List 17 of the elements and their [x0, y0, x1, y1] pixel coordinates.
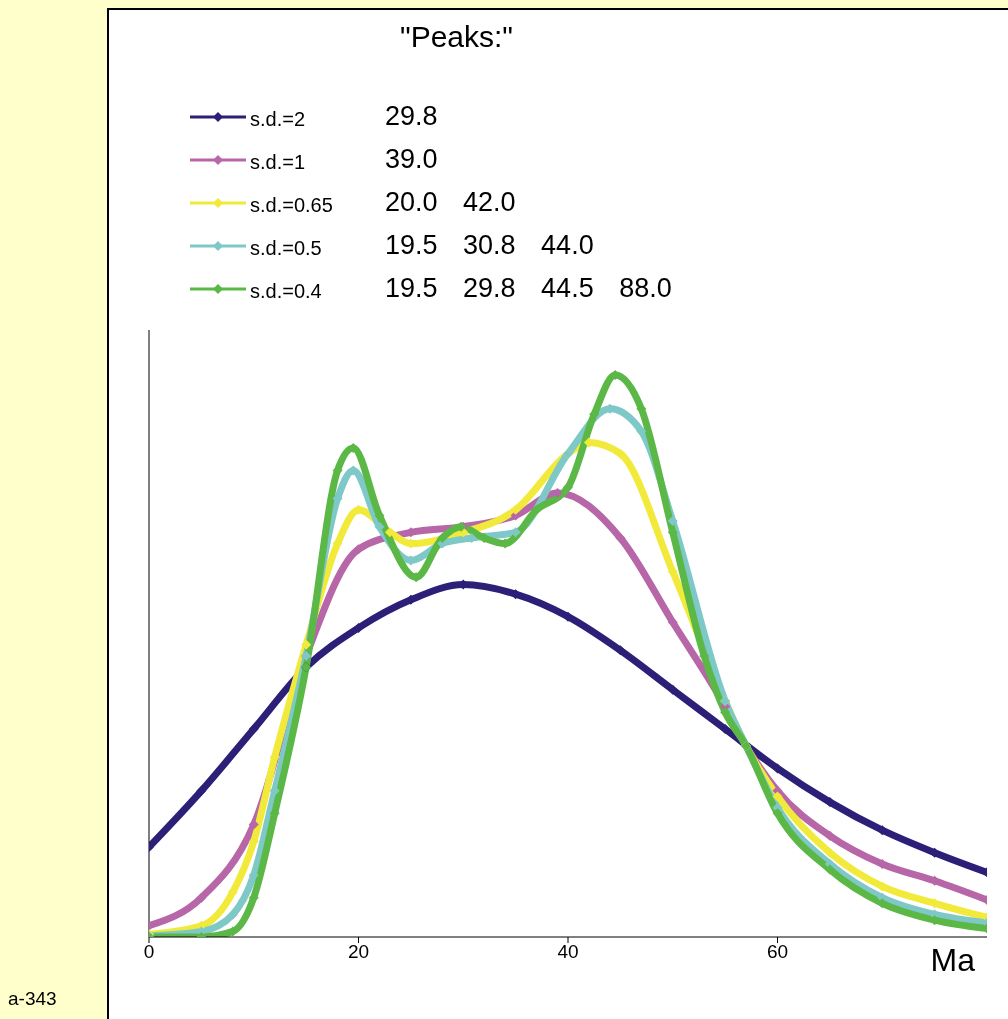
legend-label: s.d.=2: [250, 108, 307, 131]
text: "Peaks:": [400, 20, 514, 54]
text: 19.5 29.8 44.5 88.0: [385, 273, 672, 304]
x-tick-label: 60: [766, 941, 789, 963]
legend-label: s.d.=0.4: [250, 280, 323, 303]
text: 29.8: [385, 101, 438, 132]
text: 39.0: [385, 144, 438, 175]
text: 20.0 42.0: [385, 187, 516, 218]
x-axis-title: Ma: [930, 942, 976, 978]
x-tick-label: 20: [347, 941, 370, 963]
x-tick-label: 40: [557, 941, 579, 963]
x-tick-label: 0: [143, 941, 155, 963]
legend-label: s.d.=1: [250, 151, 307, 174]
legend-label: s.d.=0.5: [250, 237, 323, 260]
text: a-343: [8, 988, 57, 1010]
legend-label: s.d.=0.65: [250, 194, 334, 217]
text: 19.5 30.8 44.0: [385, 230, 594, 261]
